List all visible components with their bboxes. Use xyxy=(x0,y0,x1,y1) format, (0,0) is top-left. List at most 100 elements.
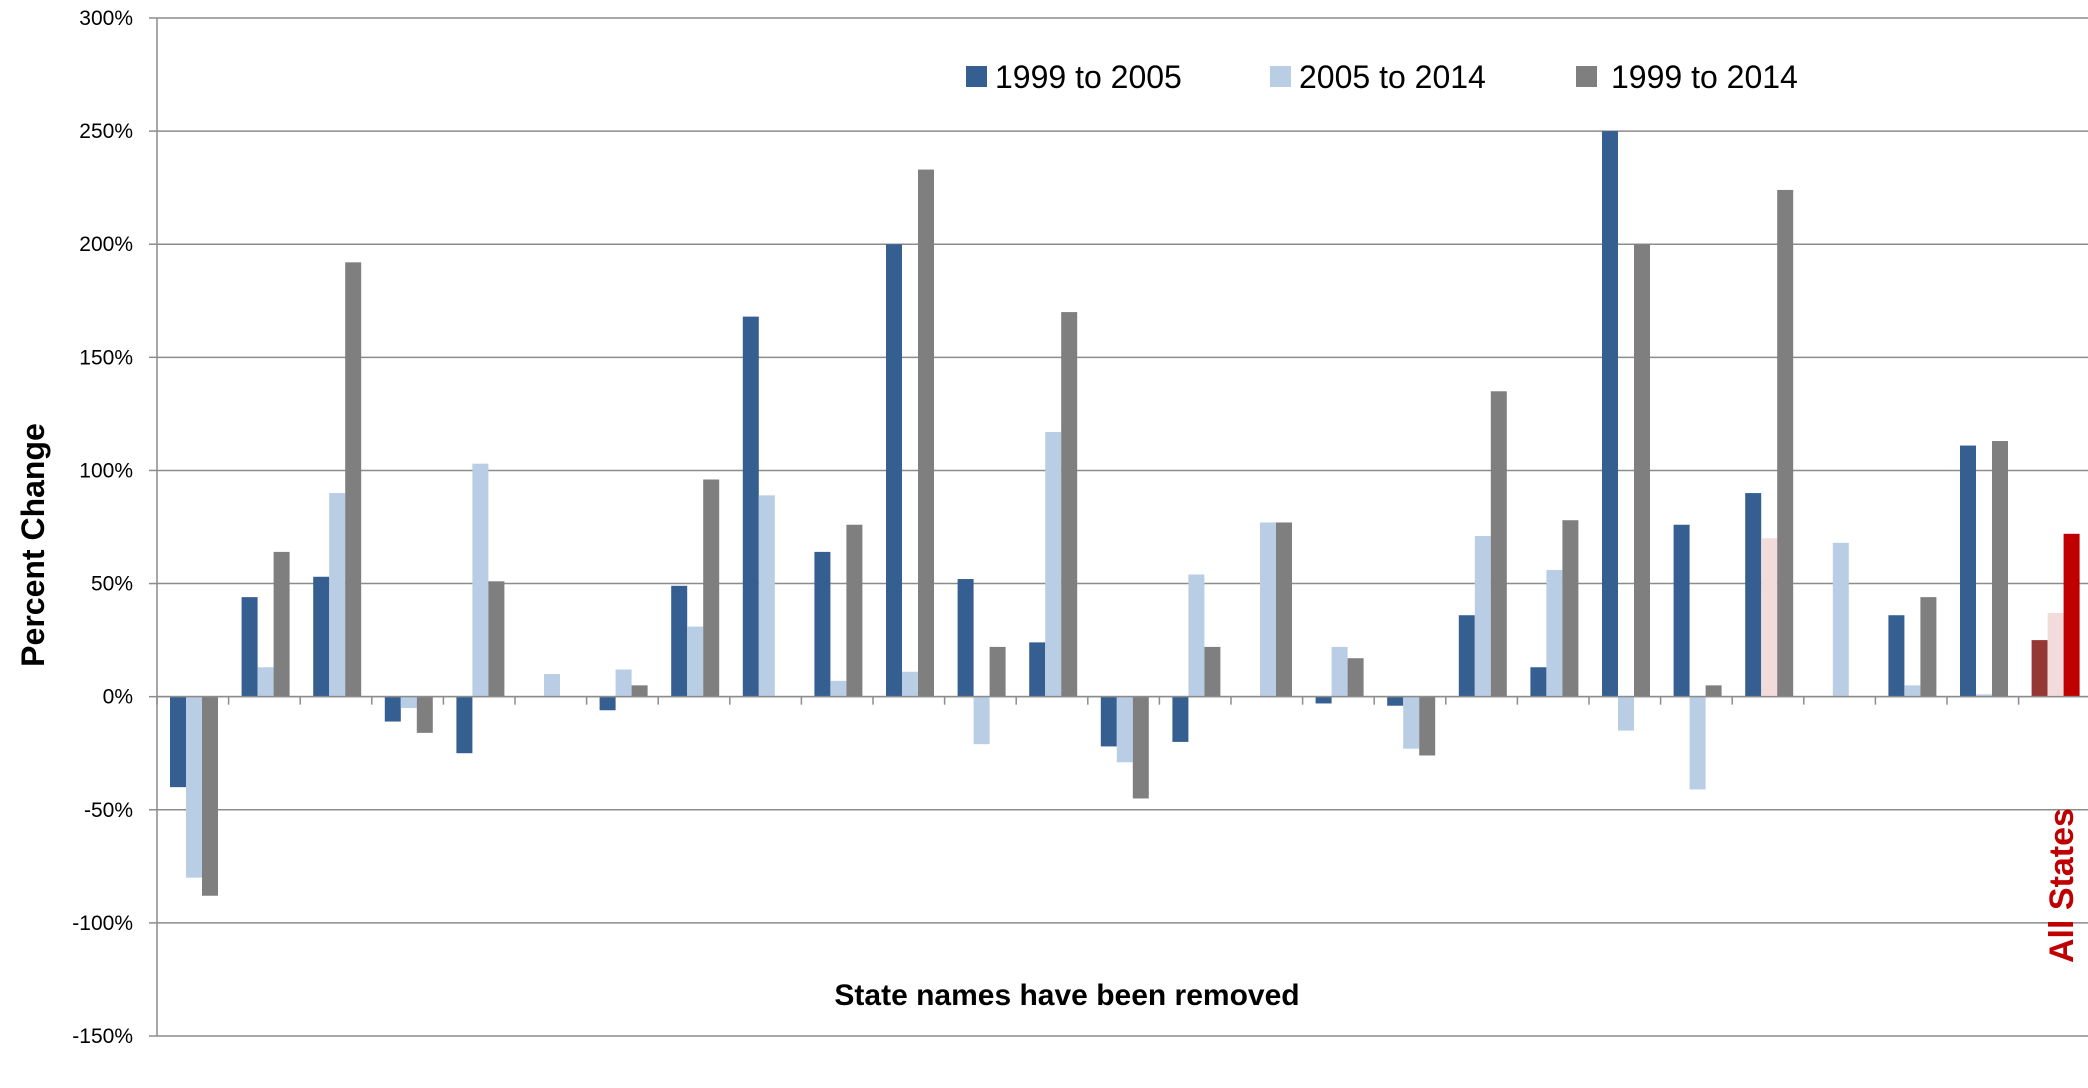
bar xyxy=(472,463,489,697)
bar xyxy=(345,262,362,697)
bar xyxy=(846,524,863,697)
bar xyxy=(1634,244,1650,697)
y-tick-label: -100% xyxy=(72,912,133,935)
bar xyxy=(1888,615,1905,697)
bar xyxy=(384,696,401,722)
bar xyxy=(814,551,831,697)
bar xyxy=(1387,696,1404,706)
bar xyxy=(2047,612,2064,697)
bar xyxy=(1172,696,1189,742)
axes xyxy=(156,18,2088,1036)
bar xyxy=(1673,524,1690,697)
y-tick-label: -50% xyxy=(84,799,133,822)
bar xyxy=(989,646,1006,697)
bar xyxy=(703,479,720,697)
bar xyxy=(1029,642,1046,697)
bar xyxy=(257,667,274,697)
y-tick-label: 300% xyxy=(79,7,133,30)
bar xyxy=(488,581,505,697)
gridlines xyxy=(149,17,2088,1037)
bar xyxy=(313,576,330,697)
bar xyxy=(758,495,775,697)
y-tick-label: 50% xyxy=(91,573,133,596)
bar xyxy=(1960,445,1976,697)
bar xyxy=(1315,696,1332,704)
bar xyxy=(1976,694,1992,697)
bar xyxy=(1204,646,1221,697)
bar xyxy=(1260,522,1276,697)
y-tick-label: 0% xyxy=(103,686,133,709)
bar xyxy=(544,674,560,697)
bar xyxy=(1777,189,1794,697)
bar xyxy=(631,685,648,697)
bar xyxy=(1132,696,1149,799)
bar xyxy=(742,316,759,697)
y-tick-label: -150% xyxy=(72,1025,133,1048)
bar xyxy=(186,696,202,878)
y-tick-label: 200% xyxy=(79,233,133,256)
bar xyxy=(400,696,417,708)
bar xyxy=(2063,533,2080,697)
bar xyxy=(241,597,258,697)
bar xyxy=(329,493,346,697)
x-axis-label: State names have been removed xyxy=(834,979,1299,1012)
bar xyxy=(1188,574,1205,697)
bar xyxy=(1602,131,1618,697)
bar xyxy=(918,169,934,697)
bar xyxy=(456,696,473,754)
bar xyxy=(170,696,186,788)
bar xyxy=(1705,685,1722,697)
bar xyxy=(202,696,218,896)
bar xyxy=(1045,431,1062,697)
bar xyxy=(1474,536,1491,697)
bar xyxy=(671,585,688,697)
bar xyxy=(1419,696,1436,756)
bar xyxy=(273,551,290,697)
bar xyxy=(2031,640,2048,697)
legend-swatch-2005-2014 xyxy=(1270,66,1291,87)
bar xyxy=(1745,493,1762,697)
y-tick-label: 150% xyxy=(79,346,133,369)
bar xyxy=(615,669,632,697)
bar xyxy=(1992,441,2008,697)
legend: 1999 to 2005 2005 to 2014 1999 to 2014 xyxy=(966,59,1798,95)
legend-label-2005-2014: 2005 to 2014 xyxy=(1299,59,1486,95)
bar xyxy=(1546,569,1563,697)
bar xyxy=(1347,658,1364,697)
bar xyxy=(1276,522,1292,697)
y-axis-ticks: 300% 250% 200% 150% 100% 50% 0% -50% -100% -150% xyxy=(72,7,133,1048)
bar xyxy=(886,244,902,697)
bar xyxy=(1530,667,1547,697)
bar xyxy=(599,696,616,711)
bar xyxy=(902,671,918,697)
legend-label-1999-2005: 1999 to 2005 xyxy=(995,59,1182,95)
bar xyxy=(1904,685,1921,697)
legend-swatch-1999-2014 xyxy=(1576,66,1597,87)
bar xyxy=(1920,597,1937,697)
bar xyxy=(1100,696,1117,747)
bar xyxy=(1331,646,1348,697)
bar xyxy=(1490,391,1507,697)
y-axis-label: Percent Change xyxy=(15,423,51,667)
legend-label-1999-2014: 1999 to 2014 xyxy=(1611,59,1798,95)
bar xyxy=(1689,696,1706,790)
bar xyxy=(1562,520,1579,697)
legend-swatch-1999-2005 xyxy=(966,66,987,87)
y-tick-label: 250% xyxy=(79,120,133,143)
all-states-annotation: All States xyxy=(2043,808,2081,963)
bar xyxy=(1761,538,1778,697)
bar xyxy=(1116,696,1133,763)
bar xyxy=(1403,696,1420,749)
bar xyxy=(1458,615,1475,697)
y-tick-label: 100% xyxy=(79,459,133,482)
bar xyxy=(1061,312,1078,697)
bar xyxy=(973,696,990,745)
bar xyxy=(957,579,974,697)
bar xyxy=(416,696,433,733)
bar xyxy=(1832,542,1849,697)
bar xyxy=(830,680,847,697)
bars xyxy=(170,131,2080,896)
bar xyxy=(687,626,704,697)
bar xyxy=(1618,696,1634,731)
